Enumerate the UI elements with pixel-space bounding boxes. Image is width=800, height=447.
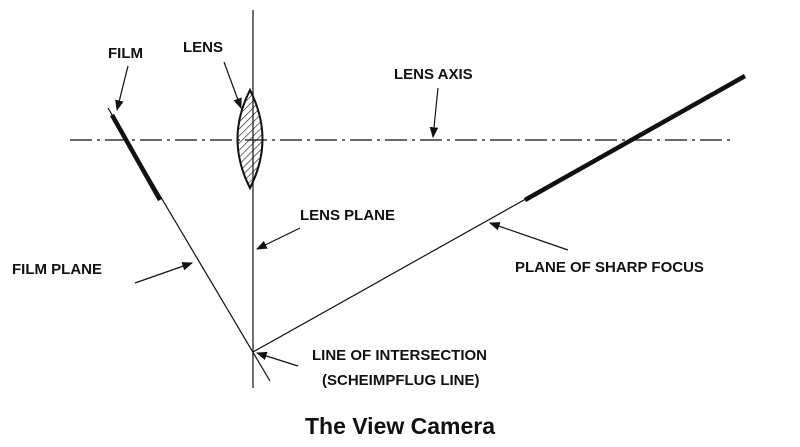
- lens-axis-arrow: [429, 87, 439, 139]
- label: LINE OF INTERSECTION: [312, 347, 487, 364]
- intersection-arrow: [255, 351, 299, 367]
- sharp-focus-plane: [523, 74, 747, 202]
- label: FILM PLANE: [12, 261, 102, 278]
- lens-arrow: [223, 61, 242, 110]
- lens-plane-arrow: [256, 227, 301, 250]
- label: (SCHEIMPFLUG LINE): [322, 372, 480, 389]
- sharp-focus-arrow: [488, 222, 569, 251]
- label: LENS: [183, 39, 223, 56]
- film-plane-arrow: [134, 262, 194, 284]
- label: FILM: [108, 45, 143, 62]
- label: PLANE OF SHARP FOCUS: [515, 259, 704, 276]
- lens: [236, 87, 264, 191]
- film-arrow: [115, 65, 129, 112]
- film: [110, 113, 162, 202]
- title: The View Camera: [305, 413, 495, 439]
- label: LENS AXIS: [394, 66, 473, 83]
- label: LENS PLANE: [300, 207, 395, 224]
